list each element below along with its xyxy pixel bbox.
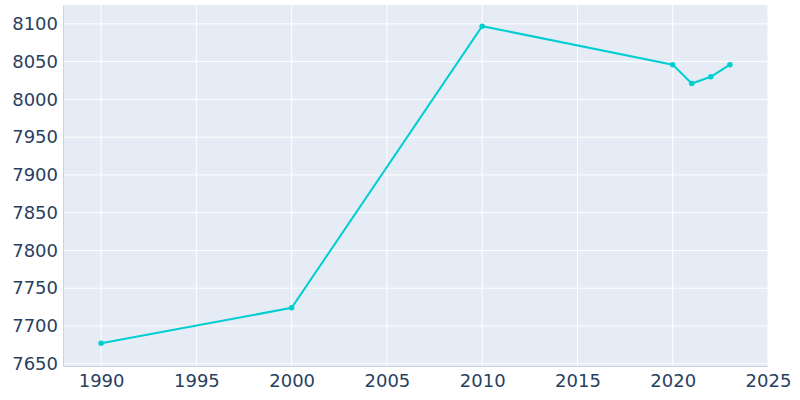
x-tick-label: 1990: [79, 370, 125, 391]
y-tick-label: 7800: [12, 240, 58, 261]
y-tick: 7850: [12, 202, 63, 223]
x-grid-line: [577, 5, 578, 366]
x-tick: 2020: [650, 366, 696, 391]
y-tick-label: 8050: [12, 51, 58, 72]
marker: [708, 74, 714, 80]
y-tick-label: 7750: [12, 277, 58, 298]
y-grid-line: [63, 23, 768, 24]
x-axis-line: [64, 366, 769, 367]
grid: [63, 5, 768, 366]
y-tick: 8100: [12, 13, 63, 34]
y-grid-line: [63, 325, 768, 326]
y-tick-label: 8100: [12, 13, 58, 34]
x-tick: 2005: [365, 366, 411, 391]
marker: [289, 305, 295, 311]
y-grid-line: [63, 288, 768, 289]
x-tick: 1990: [79, 366, 125, 391]
x-tick-label: 2025: [746, 370, 792, 391]
x-tick-label: 2015: [555, 370, 601, 391]
x-tick-label: 2020: [650, 370, 696, 391]
marker: [689, 81, 695, 87]
y-tick-label: 7650: [12, 353, 58, 374]
x-tick-label: 2010: [460, 370, 506, 391]
y-tick-label: 7950: [12, 126, 58, 147]
x-tick-label: 2000: [269, 370, 315, 391]
y-tick: 7900: [12, 164, 63, 185]
y-grid-line: [63, 363, 768, 364]
y-grid-line: [63, 174, 768, 175]
x-grid-line: [768, 5, 769, 366]
y-grid-line: [63, 137, 768, 138]
y-tick: 7800: [12, 240, 63, 261]
chart: 1990 1995 2000 2005 2010 2015 2020 2025 7650 7700…: [0, 0, 800, 400]
marks: [98, 23, 732, 346]
x-tick-label: 2005: [365, 370, 411, 391]
x-tick: 2015: [555, 366, 601, 391]
x-grid-line: [386, 5, 387, 366]
marker: [727, 62, 733, 68]
x-tick-label: 1995: [174, 370, 220, 391]
x-tick: 1995: [174, 366, 220, 391]
x-grid-line: [291, 5, 292, 366]
marker: [98, 341, 104, 347]
marker: [479, 23, 485, 29]
y-tick-label: 8000: [12, 89, 58, 110]
y-tick-label: 7700: [12, 315, 58, 336]
x-grid-line: [672, 5, 673, 366]
y-axis: 7650 7700 7750 7800 7850 7900 7950 8000 8050 8100: [12, 6, 63, 374]
x-axis: 1990 1995 2000 2005 2010 2015 2020 2025: [64, 366, 792, 391]
y-tick: 7700: [12, 315, 63, 336]
line: [101, 26, 730, 343]
y-tick: 8000: [12, 89, 63, 110]
plot: 1990 1995 2000 2005 2010 2015 2020 2025 7650 7700…: [12, 5, 791, 391]
y-tick-label: 7850: [12, 202, 58, 223]
x-tick: 2025: [746, 366, 792, 391]
y-tick: 7950: [12, 126, 63, 147]
y-grid-line: [63, 99, 768, 100]
y-tick: 7750: [12, 277, 63, 298]
y-tick: 7650: [12, 353, 63, 374]
marker: [670, 62, 676, 68]
y-grid-line: [63, 250, 768, 251]
y-tick: 8050: [12, 51, 63, 72]
x-tick: 2000: [269, 366, 315, 391]
y-tick-label: 7900: [12, 164, 58, 185]
y-grid-line: [63, 212, 768, 213]
y-axis-line: [63, 6, 64, 367]
x-grid-line: [101, 5, 102, 366]
x-tick: 2010: [460, 366, 506, 391]
x-grid-line: [196, 5, 197, 366]
x-grid-line: [482, 5, 483, 366]
plot-background: [63, 5, 768, 366]
